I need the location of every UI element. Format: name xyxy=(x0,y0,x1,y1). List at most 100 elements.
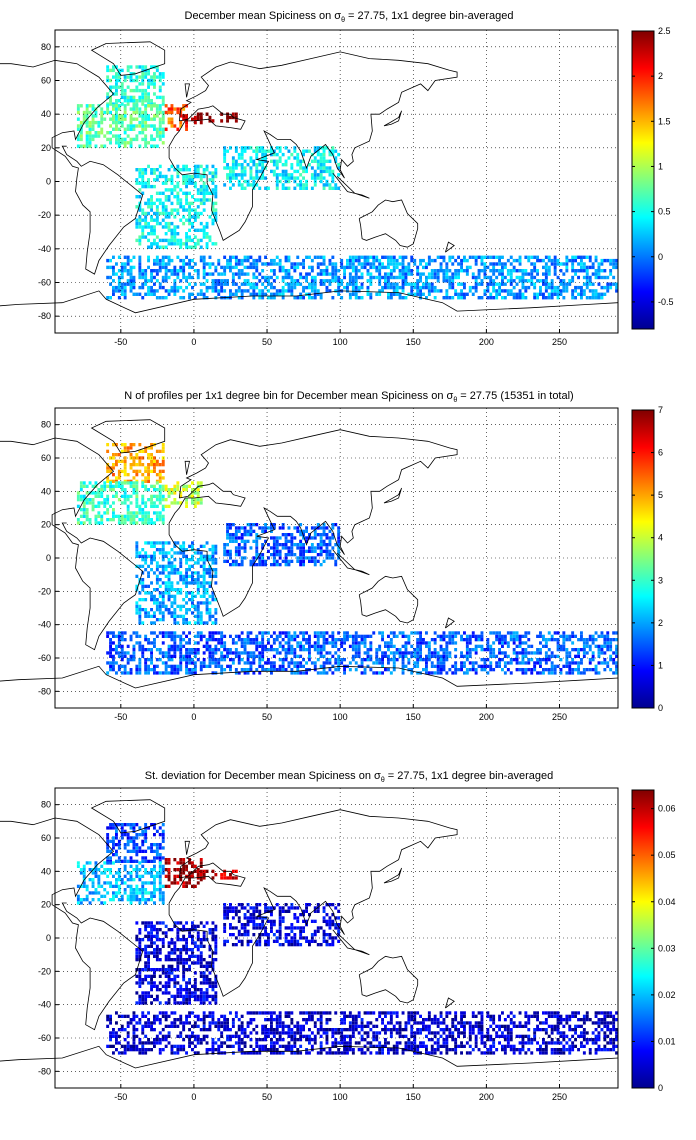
heat-cell xyxy=(603,644,607,648)
heat-cell xyxy=(275,166,279,170)
heat-cell xyxy=(319,563,323,567)
heat-cell xyxy=(91,104,95,108)
heat-cell xyxy=(106,110,110,115)
heat-cell xyxy=(167,494,171,498)
heat-cell xyxy=(404,265,408,270)
heat-cell xyxy=(290,648,294,652)
heat-cell xyxy=(334,156,338,160)
heat-cell xyxy=(565,258,569,263)
heat-cell xyxy=(179,641,183,645)
heat-cell xyxy=(237,661,241,665)
heat-cell xyxy=(182,181,186,185)
colorbar-tick-label: 3 xyxy=(658,575,663,585)
heat-cell xyxy=(231,163,235,167)
heat-cell xyxy=(310,296,314,300)
heat-cell xyxy=(115,661,118,665)
heat-cell xyxy=(144,859,148,863)
heat-cell xyxy=(539,661,542,665)
heat-cell xyxy=(147,584,150,588)
heat-cell xyxy=(240,186,244,190)
heat-cell xyxy=(120,836,124,840)
x-tick-label: 200 xyxy=(479,712,494,722)
heat-cell xyxy=(381,664,384,668)
heat-cell xyxy=(457,668,460,672)
heat-cell xyxy=(556,631,560,635)
heat-cell xyxy=(325,146,329,150)
heat-cell xyxy=(480,644,484,648)
heat-cell xyxy=(328,169,332,174)
heat-cell xyxy=(138,598,142,602)
heat-cell xyxy=(313,563,317,567)
heat-cell xyxy=(147,846,150,850)
heat-cell xyxy=(544,654,548,658)
heat-cell xyxy=(451,664,455,668)
heat-cell xyxy=(147,285,150,290)
heat-cell xyxy=(182,574,186,578)
heat-cell xyxy=(439,269,443,273)
heat-cell xyxy=(193,245,197,249)
heat-cell xyxy=(155,843,159,847)
heat-cell xyxy=(509,671,513,675)
heat-cell xyxy=(562,279,566,283)
heat-cell xyxy=(132,292,136,296)
heat-cell xyxy=(348,279,352,283)
heat-cell xyxy=(489,651,493,655)
heat-cell xyxy=(153,469,156,473)
heat-cell xyxy=(498,292,501,296)
heat-cell xyxy=(410,654,414,658)
heat-cell xyxy=(147,456,150,460)
heat-cell xyxy=(302,543,305,547)
heat-cell xyxy=(147,469,150,473)
heat-cell xyxy=(147,198,150,202)
heat-cell xyxy=(141,285,145,290)
heat-cell xyxy=(512,638,516,642)
heat-cell xyxy=(240,149,244,153)
heat-cell xyxy=(191,598,194,602)
heat-cell xyxy=(196,641,200,645)
heat-cell xyxy=(135,134,139,138)
heat-cell xyxy=(527,272,531,276)
heat-cell xyxy=(556,638,560,642)
heat-cell xyxy=(199,115,203,120)
heat-cell xyxy=(503,651,507,655)
heat-cell xyxy=(427,258,431,263)
heat-cell xyxy=(214,269,218,273)
heat-cell xyxy=(217,258,221,263)
heat-cell xyxy=(313,296,317,300)
heat-cell xyxy=(413,258,417,263)
heat-cell xyxy=(117,823,121,827)
heat-cell xyxy=(91,501,95,505)
coastline xyxy=(358,575,419,624)
heat-cell xyxy=(463,255,466,259)
heat-cell xyxy=(129,72,133,76)
heat-cell xyxy=(214,289,218,293)
heat-cell xyxy=(223,553,227,557)
heat-cell xyxy=(392,275,396,280)
heat-cell xyxy=(167,578,171,582)
heat-cell xyxy=(281,638,285,642)
heat-cell xyxy=(120,114,124,118)
heat-cell xyxy=(290,661,294,665)
heat-cell xyxy=(144,518,148,522)
heat-cell xyxy=(112,514,115,518)
heat-cell xyxy=(132,476,136,480)
heat-cell xyxy=(129,137,133,142)
heat-cell xyxy=(366,255,370,259)
heat-cell xyxy=(615,668,618,672)
heat-cell xyxy=(144,839,148,843)
heat-cell xyxy=(182,581,186,585)
heat-cell xyxy=(150,459,153,463)
heat-cell xyxy=(85,508,89,512)
heat-cell xyxy=(278,668,282,672)
heat-cell xyxy=(109,110,112,115)
heat-cell xyxy=(188,621,191,625)
heat-cell xyxy=(325,533,329,537)
heat-cell xyxy=(147,78,150,83)
heat-cell xyxy=(465,641,469,645)
heat-cell xyxy=(132,521,136,525)
heat-cell xyxy=(88,134,92,138)
heat-cell xyxy=(392,262,396,266)
heat-cell xyxy=(270,258,273,263)
heat-cell xyxy=(401,255,405,259)
heat-cell xyxy=(217,638,221,642)
